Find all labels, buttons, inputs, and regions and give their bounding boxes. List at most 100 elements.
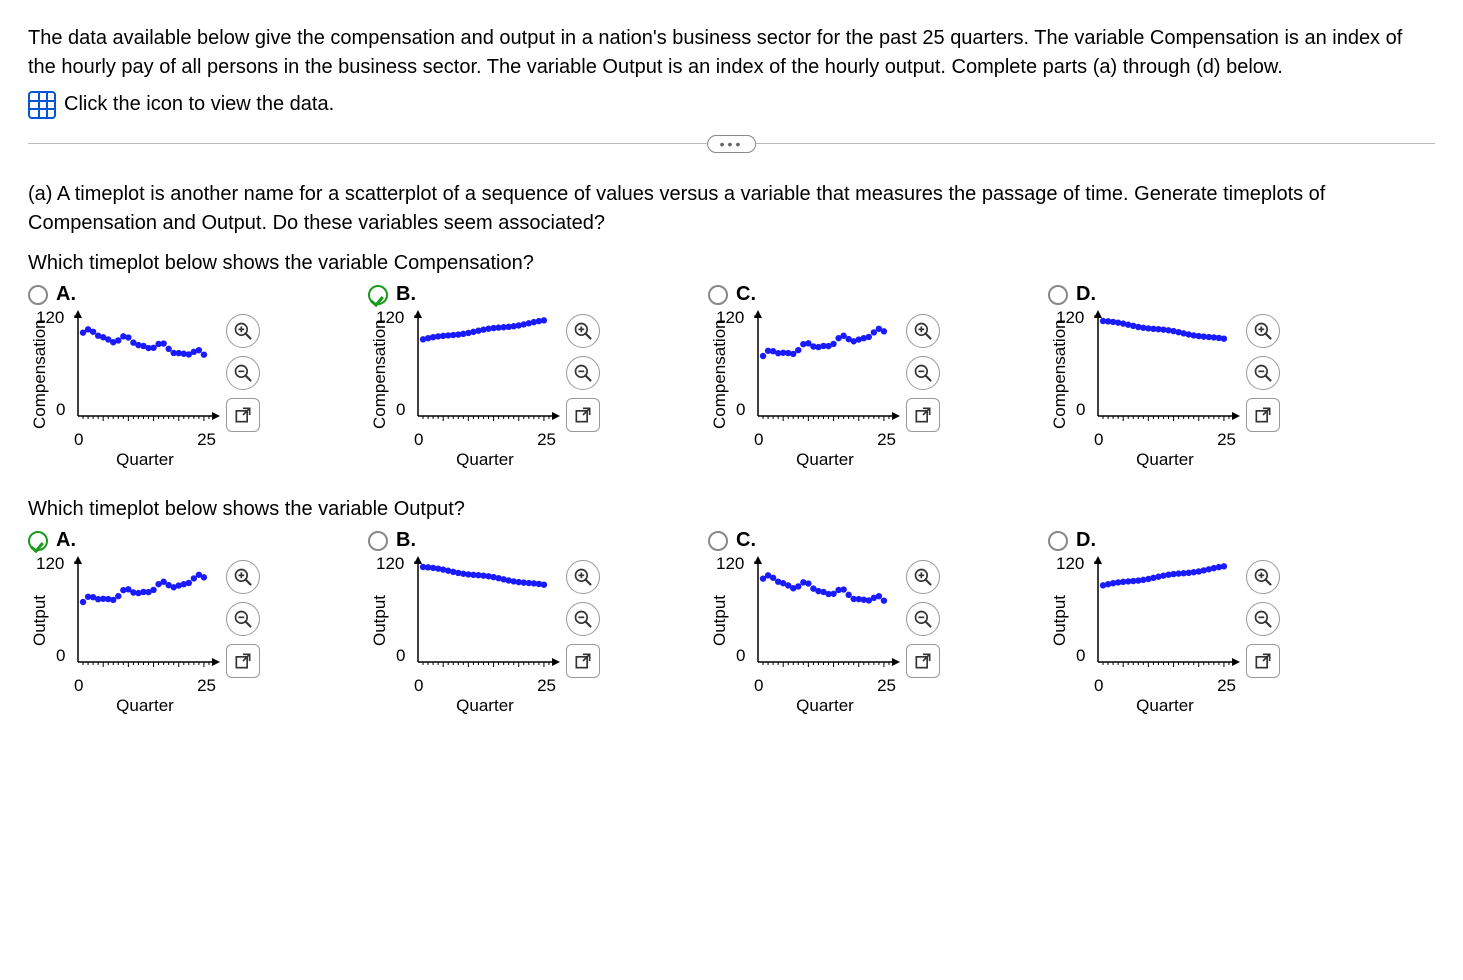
q2-choices: A. Output 120 0 0 25 <box>28 529 1435 716</box>
intro-paragraph: The data available below give the compen… <box>28 24 1435 82</box>
chart-with-tools: Compensation 120 0 0 25 Quarter <box>368 310 698 470</box>
choice-header: A. <box>28 283 358 306</box>
zoom-out-icon[interactable] <box>566 356 600 390</box>
plot-box: 120 0 <box>750 556 900 676</box>
chart-body: 120 0 0 25 Quarter <box>50 310 220 470</box>
zoom-in-icon[interactable] <box>1246 314 1280 348</box>
table-icon[interactable] <box>28 91 56 119</box>
radio-button[interactable] <box>28 285 48 305</box>
xtick-min: 0 <box>1094 676 1103 696</box>
popout-icon[interactable] <box>1246 644 1280 678</box>
xtick-row: 0 25 <box>750 676 900 696</box>
chart-area: Output 120 0 0 25 Quarter <box>1048 556 1240 716</box>
radio-button[interactable] <box>368 285 388 305</box>
plot-box: 120 0 <box>1090 310 1240 430</box>
choice-header: D. <box>1048 529 1378 552</box>
zoom-out-icon[interactable] <box>906 356 940 390</box>
chart-tools <box>1246 314 1280 432</box>
choice-row1-3: D. Compensation 120 0 0 <box>1048 283 1378 470</box>
x-axis-label: Quarter <box>70 696 220 716</box>
chart-with-tools: Output 120 0 0 25 Quarter <box>368 556 698 716</box>
choice-header: C. <box>708 529 1038 552</box>
chart-area: Output 120 0 0 25 Quarter <box>368 556 560 716</box>
zoom-in-icon[interactable] <box>1246 560 1280 594</box>
zoom-in-icon[interactable] <box>906 314 940 348</box>
y-axis-label: Compensation <box>1048 310 1070 450</box>
ytick-min: 0 <box>56 400 65 420</box>
intro-text: The data available below give the compen… <box>28 24 1435 119</box>
y-axis-label: Compensation <box>368 310 390 450</box>
choice-row1-0: A. Compensation 120 0 0 <box>28 283 358 470</box>
xtick-max: 25 <box>537 676 556 696</box>
ytick-min: 0 <box>396 646 405 666</box>
ytick-min: 0 <box>1076 400 1085 420</box>
zoom-out-icon[interactable] <box>226 356 260 390</box>
popout-icon[interactable] <box>226 644 260 678</box>
radio-button[interactable] <box>708 531 728 551</box>
choice-header: D. <box>1048 283 1378 306</box>
choice-label: A. <box>56 283 76 306</box>
choice-label: D. <box>1076 529 1096 552</box>
popout-icon[interactable] <box>1246 398 1280 432</box>
xtick-max: 25 <box>1217 430 1236 450</box>
x-axis-label: Quarter <box>410 696 560 716</box>
xtick-row: 0 25 <box>1090 430 1240 450</box>
data-link-text[interactable]: Click the icon to view the data. <box>64 90 334 119</box>
popout-icon[interactable] <box>566 398 600 432</box>
zoom-out-icon[interactable] <box>906 602 940 636</box>
zoom-out-icon[interactable] <box>1246 602 1280 636</box>
y-axis-label: Compensation <box>708 310 730 450</box>
radio-button[interactable] <box>28 531 48 551</box>
choice-row2-2: C. Output 120 0 0 25 <box>708 529 1038 716</box>
plot-box: 120 0 <box>410 310 560 430</box>
popout-icon[interactable] <box>566 644 600 678</box>
ytick-min: 0 <box>736 400 745 420</box>
xtick-min: 0 <box>1094 430 1103 450</box>
radio-button[interactable] <box>368 531 388 551</box>
radio-button[interactable] <box>708 285 728 305</box>
xtick-max: 25 <box>877 430 896 450</box>
zoom-in-icon[interactable] <box>566 314 600 348</box>
zoom-in-icon[interactable] <box>226 560 260 594</box>
popout-icon[interactable] <box>906 644 940 678</box>
chart-body: 120 0 0 25 Quarter <box>1070 556 1240 716</box>
popout-icon[interactable] <box>226 398 260 432</box>
zoom-out-icon[interactable] <box>226 602 260 636</box>
choice-row1-1: B. Compensation 120 0 0 <box>368 283 698 470</box>
x-axis-label: Quarter <box>750 450 900 470</box>
chart-with-tools: Compensation 120 0 0 25 Quarter <box>708 310 1038 470</box>
chart-body: 120 0 0 25 Quarter <box>390 310 560 470</box>
chart-area: Compensation 120 0 0 25 Quarter <box>28 310 220 470</box>
chart-with-tools: Output 120 0 0 25 Quarter <box>28 556 358 716</box>
zoom-in-icon[interactable] <box>566 560 600 594</box>
radio-button[interactable] <box>1048 531 1068 551</box>
ytick-min: 0 <box>1076 646 1085 666</box>
ytick-max: 120 <box>376 308 404 328</box>
ytick-min: 0 <box>736 646 745 666</box>
chart-with-tools: Output 120 0 0 25 Quarter <box>1048 556 1378 716</box>
radio-button[interactable] <box>1048 285 1068 305</box>
xtick-max: 25 <box>1217 676 1236 696</box>
zoom-in-icon[interactable] <box>906 560 940 594</box>
section-divider: ••• <box>28 143 1435 144</box>
ytick-min: 0 <box>396 400 405 420</box>
zoom-out-icon[interactable] <box>1246 356 1280 390</box>
y-axis-label: Output <box>28 556 50 696</box>
chart-body: 120 0 0 25 Quarter <box>730 556 900 716</box>
xtick-min: 0 <box>414 430 423 450</box>
xtick-row: 0 25 <box>410 430 560 450</box>
zoom-in-icon[interactable] <box>226 314 260 348</box>
y-axis-label: Output <box>708 556 730 696</box>
choice-label: C. <box>736 283 756 306</box>
plot-box: 120 0 <box>750 310 900 430</box>
zoom-out-icon[interactable] <box>566 602 600 636</box>
chart-body: 120 0 0 25 Quarter <box>50 556 220 716</box>
popout-icon[interactable] <box>906 398 940 432</box>
choice-header: B. <box>368 529 698 552</box>
expand-icon[interactable]: ••• <box>707 135 757 153</box>
chart-area: Compensation 120 0 0 25 Quarter <box>708 310 900 470</box>
xtick-max: 25 <box>537 430 556 450</box>
choice-label: A. <box>56 529 76 552</box>
xtick-min: 0 <box>754 430 763 450</box>
xtick-min: 0 <box>74 430 83 450</box>
